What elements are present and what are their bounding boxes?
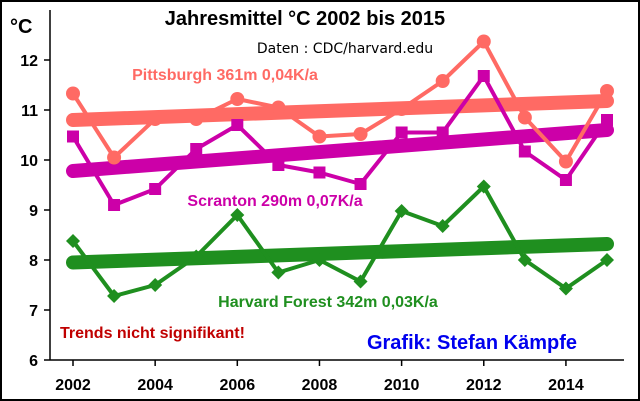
- data-point-scranton: [272, 159, 285, 171]
- data-point-pittsburgh: [435, 74, 450, 88]
- x-tick-label: 2004: [137, 377, 173, 394]
- data-point-scranton: [231, 119, 244, 131]
- data-point-scranton: [190, 143, 203, 155]
- data-point-harvard-forest: [476, 179, 491, 194]
- series-layer: [66, 34, 614, 303]
- data-point-harvard-forest: [148, 278, 163, 292]
- data-point-scranton: [477, 70, 490, 82]
- data-point-scranton: [108, 199, 121, 211]
- data-point-harvard-forest: [394, 204, 409, 218]
- data-point-scranton: [67, 130, 79, 143]
- data-point-pittsburgh: [230, 92, 245, 106]
- y-tick-label: 6: [29, 353, 38, 370]
- data-point-harvard-forest: [271, 265, 286, 280]
- data-point-scranton: [395, 126, 408, 139]
- series-line-harvard-forest: [71, 184, 609, 298]
- data-point-harvard-forest: [558, 281, 573, 296]
- data-point-pittsburgh: [107, 150, 122, 165]
- data-point-pittsburgh: [189, 112, 204, 126]
- data-point-scranton: [354, 178, 367, 190]
- y-tick-label: 11: [21, 103, 38, 120]
- chart-title: Jahresmittel °C 2002 bis 2015: [165, 8, 445, 30]
- data-point-scranton: [601, 114, 613, 126]
- data-point-scranton: [313, 166, 326, 179]
- data-point-harvard-forest: [66, 234, 80, 248]
- data-point-pittsburgh: [476, 34, 491, 49]
- x-ticks: 2002 2004 2006 2008 2010 2012 2014: [55, 360, 584, 394]
- x-tick-label: 2010: [384, 377, 420, 394]
- y-tick-label: 12: [20, 53, 38, 70]
- significance-note: Trends nicht signifikant!: [60, 325, 245, 342]
- y-tick-label: 7: [29, 303, 38, 320]
- data-point-harvard-forest: [189, 249, 204, 264]
- x-tick-label: 2008: [302, 377, 338, 394]
- x-tick-label: 2014: [548, 377, 584, 394]
- y-tick-label: 10: [20, 153, 38, 170]
- x-tick-label: 2002: [55, 377, 91, 394]
- y-tick-label: 9: [29, 203, 38, 220]
- series-label-harvard-forest: Harvard Forest 342m 0,03K/a: [218, 294, 438, 311]
- data-point-pittsburgh: [394, 102, 409, 116]
- author-credit: Grafik: Stefan Kämpfe: [367, 332, 577, 354]
- data-point-pittsburgh: [600, 84, 614, 98]
- x-tick-label: 2012: [466, 377, 502, 394]
- axes: [49, 10, 624, 361]
- series-label-pittsburgh: Pittsburgh 361m 0,04K/a: [132, 67, 318, 84]
- data-point-harvard-forest: [312, 253, 327, 267]
- series-line-scranton: [71, 74, 609, 207]
- chart-source: Daten : CDC/harvard.edu: [257, 41, 433, 57]
- data-point-pittsburgh: [312, 129, 327, 144]
- data-point-scranton: [518, 145, 531, 158]
- data-point-pittsburgh: [271, 100, 286, 115]
- data-point-pittsburgh: [66, 86, 80, 101]
- data-point-pittsburgh: [517, 110, 532, 125]
- y-unit-label: °C: [10, 16, 32, 38]
- x-tick-label: 2006: [220, 377, 256, 394]
- data-point-harvard-forest: [517, 253, 532, 267]
- y-tick-label: 8: [29, 253, 38, 270]
- data-point-scranton: [149, 183, 162, 195]
- data-point-harvard-forest: [230, 208, 245, 222]
- y-ticks: 6 7 8 9 10 11 12: [20, 53, 50, 370]
- series-label-scranton: Scranton 290m 0,07K/a: [187, 193, 362, 210]
- data-point-pittsburgh: [148, 112, 163, 126]
- data-point-scranton: [559, 174, 572, 186]
- data-point-pittsburgh: [353, 127, 368, 141]
- data-point-harvard-forest: [600, 253, 614, 267]
- data-point-harvard-forest: [353, 274, 368, 289]
- data-point-scranton: [436, 126, 449, 139]
- data-point-harvard-forest: [107, 289, 122, 303]
- data-point-pittsburgh: [558, 154, 573, 169]
- data-point-harvard-forest: [435, 219, 450, 233]
